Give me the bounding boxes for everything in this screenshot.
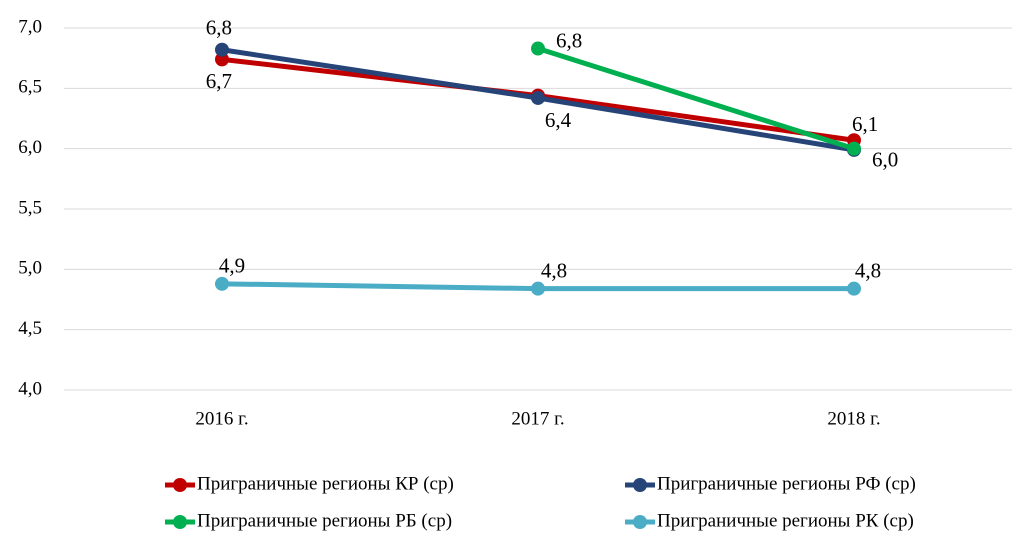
legend-label: Приграничные регионы РФ (ср) [657,473,916,494]
data-point [531,41,545,56]
x-tick-label: 2017 г. [511,408,564,429]
legend-label: Приграничные регионы РК (ср) [657,510,914,531]
x-tick-label: 2016 г. [195,408,248,429]
y-tick-label: 6,0 [18,137,42,158]
legend-label: Приграничные регионы КР (ср) [197,473,454,494]
y-tick-label: 4,0 [18,378,42,399]
y-tick-label: 7,0 [18,16,42,37]
data-point [847,281,861,296]
data-point [215,276,229,291]
data-label: 6,7 [206,69,232,93]
data-point [531,90,545,105]
y-tick-label: 5,0 [18,258,42,279]
x-tick-label: 2018 г. [827,408,880,429]
y-tick-label: 6,5 [18,77,42,98]
data-label: 6,8 [556,28,582,52]
data-point [215,42,229,57]
data-point [215,52,229,67]
y-tick-label: 4,5 [18,318,42,339]
legend-label: Приграничные регионы РБ (ср) [197,510,452,531]
data-label: 4,8 [855,258,881,282]
legend-marker [633,515,647,529]
data-label: 6,4 [545,108,572,132]
legend-marker [173,478,187,492]
data-point [531,281,545,296]
legend-marker [173,515,187,529]
series-line [537,46,855,152]
data-label: 6,8 [206,16,232,40]
data-label: 6,0 [872,148,898,172]
data-point [847,141,861,156]
data-label: 4,9 [219,254,245,278]
legend-marker [633,478,647,492]
data-label: 4,8 [541,258,567,282]
y-tick-label: 5,5 [18,197,42,218]
data-label: 6,1 [852,112,878,136]
